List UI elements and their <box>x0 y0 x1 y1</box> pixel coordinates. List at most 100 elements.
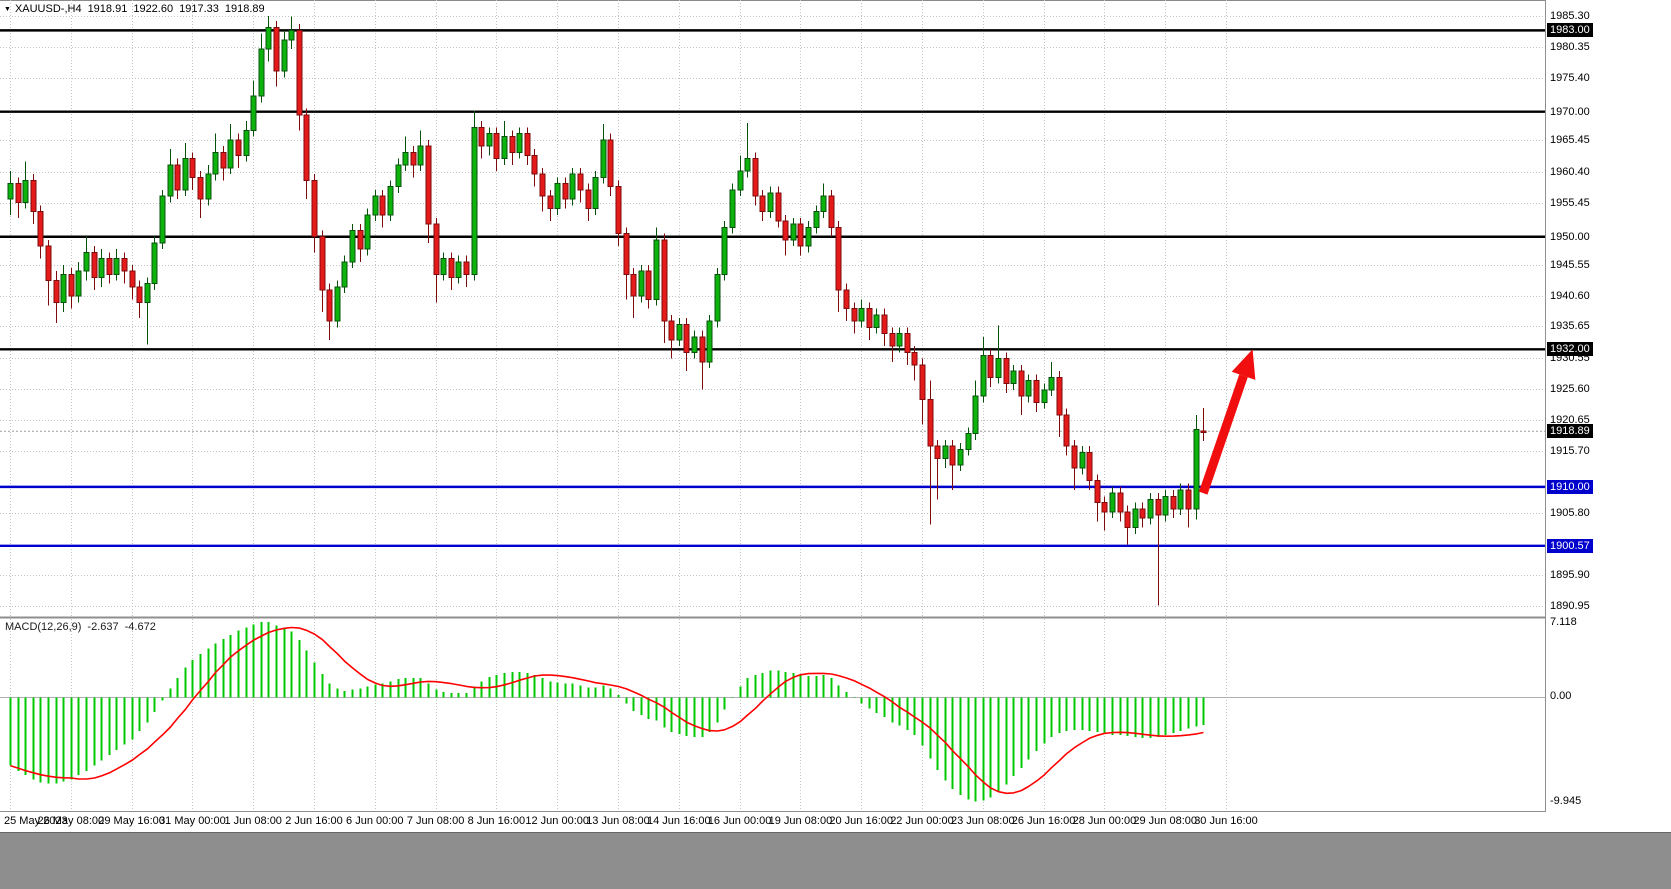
bull-candle <box>167 164 174 197</box>
price-badge-1983.00: 1983.00 <box>1547 23 1593 38</box>
macd-indicator-label: MACD(12,26,9) -2.637 -4.672 <box>5 621 162 633</box>
bear-candle <box>303 114 310 181</box>
bear-candle <box>410 151 417 166</box>
price-tick-label: 1945.55 <box>1550 258 1590 271</box>
bull-candle <box>334 286 341 322</box>
macd-signal-line <box>10 626 1204 795</box>
macd-axis-max: 7.118 <box>1550 616 1577 628</box>
bull-candle <box>873 314 880 328</box>
bull-candle <box>820 195 827 213</box>
bear-candle <box>927 398 934 447</box>
bear-candle <box>775 192 782 222</box>
bull-candle <box>417 145 424 166</box>
ohlc-close-value: 1918.89 <box>224 3 265 15</box>
bear-candle <box>797 223 804 247</box>
macd-main-value: -2.637 <box>87 621 119 633</box>
bull-candle <box>281 39 288 72</box>
bull-candle <box>592 176 599 210</box>
bear-candle <box>904 333 911 353</box>
trend-arrow-head[interactable] <box>1231 349 1256 380</box>
bear-candle <box>197 176 204 200</box>
bull-candle <box>227 139 234 169</box>
bull-candle <box>638 270 645 297</box>
bull-candle <box>98 258 105 278</box>
price-tick-label: 1970.00 <box>1550 105 1590 118</box>
bull-candle <box>288 29 295 41</box>
bear-candle <box>1018 370 1025 397</box>
ohlc-open-value: 1918.91 <box>87 3 128 15</box>
trend-arrow-shaft[interactable] <box>1198 374 1248 495</box>
bear-candle <box>615 186 622 235</box>
bear-candle <box>273 26 280 72</box>
bull-candle <box>691 336 698 353</box>
chart-canvas[interactable] <box>0 0 1671 832</box>
price-tick-label: 1890.95 <box>1550 600 1590 612</box>
bear-candle <box>683 323 690 353</box>
time-axis-label: 29 May 16:00 <box>98 815 165 827</box>
time-axis-label: 30 Jun 16:00 <box>1194 815 1258 827</box>
bull-candle <box>182 158 189 191</box>
collapse-triangle-icon[interactable]: ▼ <box>4 5 11 13</box>
bull-candle <box>942 445 949 460</box>
bear-candle <box>585 189 592 210</box>
bear-candle <box>866 308 873 328</box>
bull-candle <box>965 433 972 450</box>
bear-candle <box>889 333 896 347</box>
bear-candle <box>220 151 227 169</box>
bull-candle <box>212 151 219 175</box>
bear-candle <box>782 220 789 241</box>
bull-candle <box>653 239 660 300</box>
bull-candle <box>501 136 508 160</box>
bear-candle <box>934 445 941 460</box>
bull-candle <box>569 173 576 200</box>
price-axis[interactable]: 1985.30 1980.35 1975.40 1970.00 1965.45 1960.… <box>1546 0 1671 812</box>
bear-candle <box>311 179 318 238</box>
bear-candle <box>357 229 364 250</box>
ohlc-high-value: 1922.60 <box>133 3 174 15</box>
price-tick-label: 1955.45 <box>1550 196 1590 209</box>
macd-axis-zero: 0.00 <box>1550 690 1572 702</box>
bull-candle <box>1147 498 1154 519</box>
bull-candle <box>813 211 820 228</box>
bull-candle <box>767 192 774 213</box>
bear-candle <box>448 258 455 278</box>
bear-candle <box>296 29 303 116</box>
bull-candle <box>402 151 409 166</box>
macd-axis-min: -9.945 <box>1550 795 1582 807</box>
bear-candle <box>843 289 850 310</box>
bull-candle <box>486 133 493 147</box>
bear-candle <box>1124 511 1131 529</box>
bull-candle <box>22 179 29 203</box>
bull-candle <box>60 273 67 303</box>
bear-candle <box>661 239 668 322</box>
bull-candle <box>341 261 348 288</box>
price-tick-label: 1895.90 <box>1550 569 1590 582</box>
bull-candle <box>205 173 212 200</box>
bull-candle <box>980 355 987 397</box>
bear-candle <box>30 179 37 213</box>
bull-candle <box>1079 451 1086 469</box>
price-tick-label: 1985.30 <box>1550 10 1590 22</box>
bear-candle <box>53 280 60 303</box>
bear-candle <box>645 270 652 300</box>
time-axis-label: 26 May 08:00 <box>37 815 105 827</box>
bull-candle <box>349 229 356 263</box>
price-badge-1932.00: 1932.00 <box>1547 342 1593 357</box>
bear-candle <box>463 261 470 275</box>
bull-candle <box>159 195 166 244</box>
time-axis-label: 2 Jun 16:00 <box>285 815 343 827</box>
bottom-gray-strip <box>0 832 1671 889</box>
macd-histogram <box>9 622 1205 802</box>
macd-signal-value: -4.672 <box>124 621 156 633</box>
bear-candle <box>577 173 584 191</box>
bear-candle <box>326 289 333 322</box>
bear-candle <box>15 183 22 203</box>
time-axis[interactable]: 25 May 2023 26 May 08:00 29 May 16:00 31 Ma… <box>0 814 1545 832</box>
bear-candle <box>759 195 766 213</box>
bear-candle <box>949 445 956 466</box>
bear-candle <box>1139 508 1146 519</box>
bear-candle <box>121 258 128 272</box>
time-axis-label: 23 Jun 08:00 <box>950 815 1015 827</box>
time-axis-label: 22 Jun 00:00 <box>890 815 954 827</box>
